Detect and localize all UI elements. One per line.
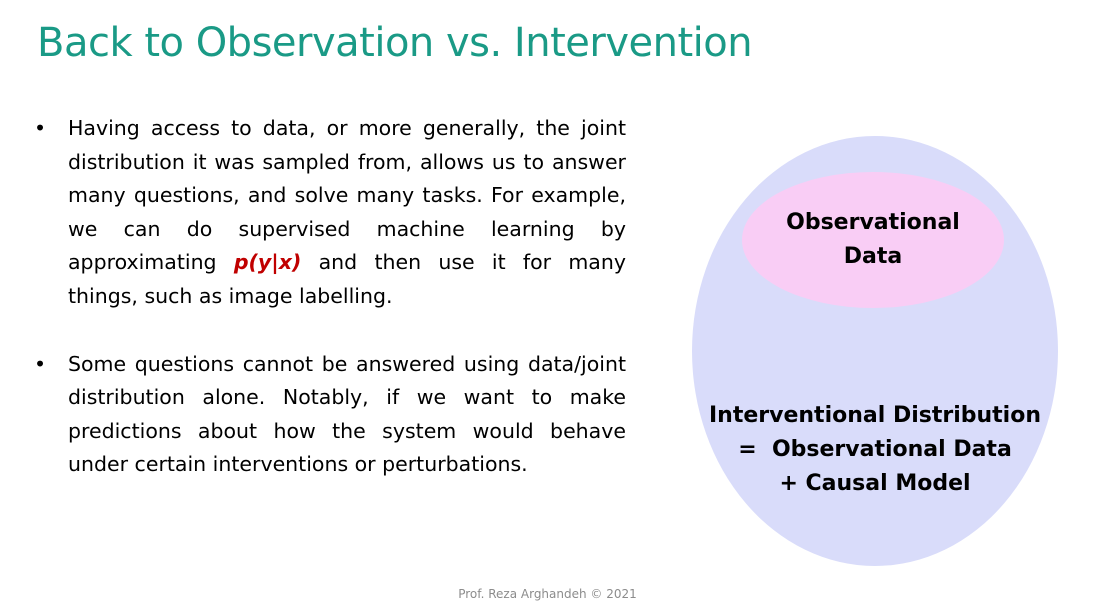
bullet-text: Some questions cannot be answered using …	[68, 351, 626, 477]
observational-data-label: Observational Data	[742, 206, 1004, 274]
observational-data-label-line: Observational	[786, 210, 960, 235]
observational-data-ellipse	[742, 172, 1004, 308]
bullet-marker: •	[34, 351, 47, 376]
interventional-label-line: Interventional Distribution	[709, 403, 1041, 428]
observational-data-label-line: Data	[843, 244, 903, 269]
slide-title: Back to Observation vs. Intervention	[37, 20, 753, 66]
interventional-distribution-label: Interventional Distribution = Observatio…	[700, 399, 1050, 501]
interventional-label-line: + Causal Model	[779, 471, 971, 496]
bullet-list: • Having access to data, or more general…	[30, 112, 626, 516]
bullet-text: Having access to data, or more generally…	[68, 116, 626, 275]
bullet-item: • Having access to data, or more general…	[30, 112, 626, 314]
bullet-item: • Some questions cannot be answered usin…	[30, 348, 626, 482]
bullet-text-continued: and then use it for many things, such as…	[68, 250, 626, 308]
interventional-label-line: = Observational Data	[738, 437, 1012, 462]
formula-highlight: p(y|x)	[233, 250, 302, 275]
footer-credit: Prof. Reza Arghandeh © 2021	[458, 587, 637, 601]
bullet-marker: •	[34, 116, 47, 140]
